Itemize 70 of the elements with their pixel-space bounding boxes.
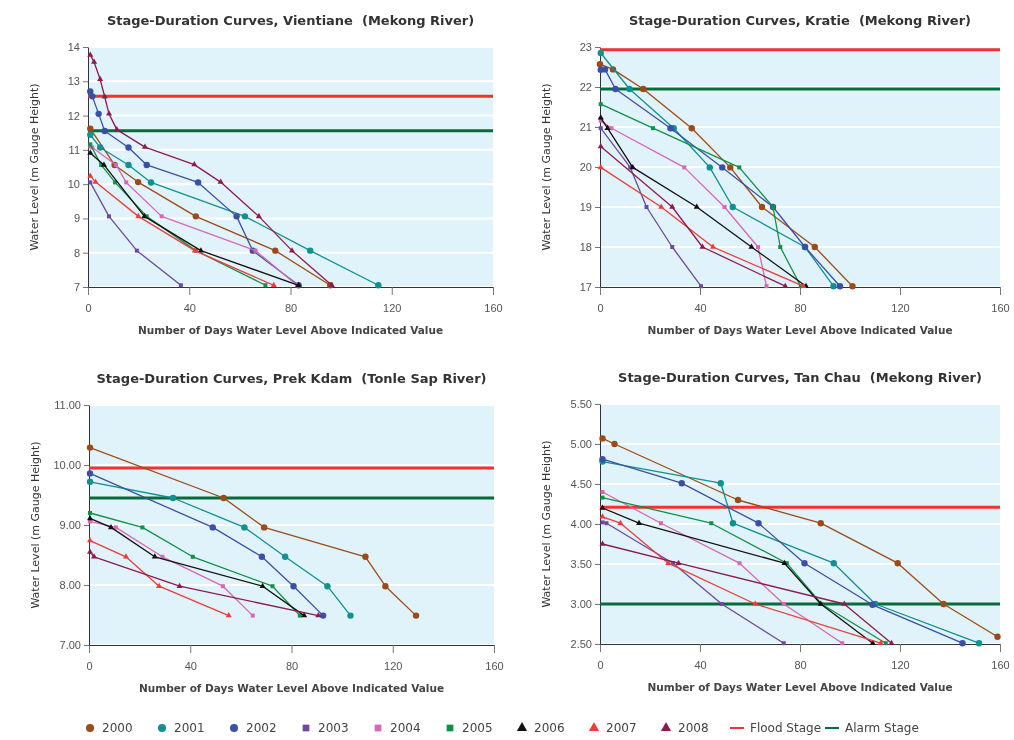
x-axis-title: Number of Days Water Level Above Indicated Value — [138, 682, 445, 694]
y-axis-title: Water Level (m Gauge Height) — [540, 440, 553, 608]
y-tick-label: 23 — [579, 41, 592, 54]
chart-title: Stage-Duration Curves, Prek Kdam (Tonle Sap River) — [96, 371, 487, 386]
x-tick-label: 0 — [597, 659, 604, 672]
y-tick-label: 19 — [579, 201, 592, 214]
y-tick-label: 4.00 — [570, 518, 592, 531]
x-tick-label: 120 — [384, 660, 403, 673]
legend-label: 2003 — [318, 721, 349, 736]
y-tick-label: 18 — [579, 241, 592, 254]
x-tick-label: 40 — [184, 660, 197, 673]
y-tick-label: 11 — [68, 143, 80, 156]
legend-label: 2001 — [174, 721, 205, 736]
legend-label: 2002 — [246, 721, 277, 736]
x-tick-label: 0 — [85, 302, 92, 315]
y-tick-label: 7.00 — [59, 639, 81, 652]
x-axis-title: Number of Days Water Level Above Indicated Value — [137, 324, 444, 336]
legend-label: 2004 — [390, 721, 421, 736]
x-tick-label: 160 — [484, 302, 503, 315]
x-tick-label: 160 — [485, 660, 504, 673]
y-tick-label: 22 — [579, 81, 592, 94]
y-axis-title: Water Level (m Gauge Height) — [28, 83, 41, 251]
y-tick-label: 13 — [67, 75, 80, 88]
x-tick-label: 40 — [694, 302, 707, 315]
y-tick-label: 8 — [73, 246, 80, 259]
x-tick-label: 40 — [183, 302, 196, 315]
y-tick-label: 20 — [579, 161, 592, 174]
legend-label: 2005 — [462, 721, 493, 736]
y-tick-label: 14 — [67, 41, 80, 54]
chart-title: Stage-Duration Curves, Tan Chau (Mekong River) — [618, 370, 982, 385]
y-tick-label: 5.00 — [570, 438, 592, 451]
y-tick-label: 8.00 — [59, 579, 81, 592]
y-tick-label: 21 — [579, 121, 592, 134]
y-tick-label: 9.00 — [59, 519, 81, 532]
x-tick-label: 80 — [285, 660, 299, 673]
chart-title: Stage-Duration Curves, Kratie (Mekong River) — [628, 13, 972, 28]
x-tick-label: 120 — [891, 302, 910, 315]
y-tick-label: 10.00 — [53, 459, 81, 472]
y-tick-label: 12 — [67, 109, 80, 122]
legend-label: Flood Stage — [750, 721, 822, 736]
y-tick-label: 4.50 — [570, 478, 592, 491]
legend-label: 2007 — [606, 721, 637, 736]
y-tick-label: 10 — [67, 178, 80, 191]
y-axis-title: Water Level (m Gauge Height) — [29, 441, 42, 609]
y-tick-label: 5.50 — [570, 398, 592, 411]
y-tick-label: 3.00 — [570, 598, 592, 611]
y-tick-label: 3.50 — [570, 558, 592, 571]
x-tick-label: 80 — [794, 659, 807, 672]
y-tick-label: 17 — [579, 281, 592, 294]
y-tick-label: 7 — [73, 281, 80, 294]
x-tick-label: 120 — [891, 659, 910, 672]
chart-title: Stage-Duration Curves, Vientiane (Mekong River) — [106, 13, 475, 28]
legend-label: 2006 — [534, 721, 565, 736]
x-tick-label: 160 — [991, 659, 1010, 672]
y-tick-label: 2.50 — [570, 638, 592, 651]
x-tick-label: 0 — [597, 302, 604, 315]
y-axis-title: Water Level (m Gauge Height) — [540, 83, 553, 251]
legend-label: 2000 — [102, 721, 133, 736]
legend-label: 2008 — [678, 721, 709, 736]
y-tick-label: 9 — [73, 212, 80, 225]
x-tick-label: 80 — [794, 302, 807, 315]
legend-label: Alarm Stage — [845, 721, 919, 736]
x-tick-label: 160 — [991, 302, 1010, 315]
x-tick-label: 120 — [383, 302, 402, 315]
y-tick-label: 11.00 — [54, 399, 81, 412]
x-tick-label: 0 — [86, 660, 93, 673]
x-axis-title: Number of Days Water Level Above Indicated Value — [647, 681, 953, 693]
x-tick-label: 80 — [284, 302, 298, 315]
x-axis-title: Number of Days Water Level Above Indicated Value — [647, 324, 953, 336]
x-tick-label: 40 — [694, 659, 707, 672]
